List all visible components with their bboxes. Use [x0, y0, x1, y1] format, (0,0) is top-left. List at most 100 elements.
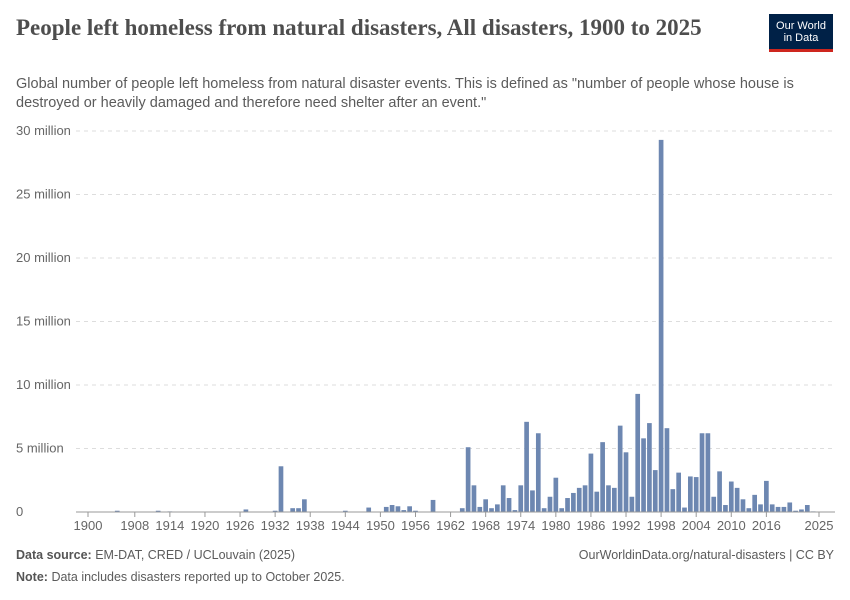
bar-1933[interactable] — [278, 466, 284, 512]
bar-1981[interactable] — [559, 508, 565, 512]
x-tick-label: 1908 — [120, 518, 149, 533]
bar-1998[interactable] — [658, 139, 664, 512]
bar-1966[interactable] — [471, 485, 477, 512]
bar-2019[interactable] — [781, 506, 787, 512]
bar-2001[interactable] — [676, 472, 681, 512]
bar-1973[interactable] — [512, 510, 518, 512]
bar-1932[interactable] — [272, 510, 278, 512]
bar-1953[interactable] — [395, 506, 401, 512]
bar-1985[interactable] — [582, 485, 588, 512]
bar-2020[interactable] — [787, 502, 793, 512]
bar-1964[interactable] — [459, 508, 465, 512]
bar-2022[interactable] — [799, 509, 804, 512]
bar-1992[interactable] — [623, 452, 629, 512]
bar-1975[interactable] — [524, 421, 529, 512]
bar-1905[interactable] — [114, 510, 120, 512]
source-text[interactable]: EM-DAT, CRED / UCLouvain (2025) — [95, 548, 296, 562]
bar-1989[interactable] — [606, 485, 611, 512]
bar-1912[interactable] — [155, 510, 161, 512]
x-tick-label: 2025 — [805, 518, 834, 533]
bar-1995[interactable] — [641, 438, 646, 512]
bar-2000[interactable] — [670, 489, 676, 512]
bar-2008[interactable] — [717, 471, 722, 512]
x-tick-label: 2016 — [752, 518, 781, 533]
bar-1972[interactable] — [506, 498, 512, 512]
footer-url[interactable]: OurWorldinData.org/natural-disasters | C… — [578, 548, 834, 562]
bar-1977[interactable] — [535, 433, 541, 512]
x-tick-label: 1980 — [541, 518, 570, 533]
x-tick-label: 2004 — [682, 518, 711, 533]
bar-1987[interactable] — [594, 491, 600, 512]
y-tick-label: 30 million — [16, 123, 71, 138]
bar-1955[interactable] — [407, 506, 412, 512]
bar-1988[interactable] — [600, 442, 605, 512]
x-tick-label: 1992 — [612, 518, 641, 533]
bar-1976[interactable] — [530, 490, 535, 512]
bar-1965[interactable] — [465, 447, 471, 512]
bar-2011[interactable] — [734, 487, 740, 512]
y-tick-label: 10 million — [16, 377, 71, 392]
bar-2004[interactable] — [693, 477, 699, 512]
bar-1968[interactable] — [483, 499, 489, 512]
x-tick-label: 1998 — [647, 518, 676, 533]
bar-1984[interactable] — [576, 487, 582, 512]
bar-1970[interactable] — [495, 504, 500, 512]
bar-2003[interactable] — [688, 476, 693, 512]
bar-1948[interactable] — [366, 507, 372, 512]
bar-1980[interactable] — [553, 477, 559, 512]
bar-1967[interactable] — [477, 506, 483, 512]
y-tick-label: 0 — [16, 504, 23, 519]
bar-1983[interactable] — [571, 492, 576, 512]
x-tick-label: 1944 — [331, 518, 360, 533]
x-tick-label: 1920 — [190, 518, 219, 533]
bar-1996[interactable] — [647, 423, 652, 512]
bar-2014[interactable] — [752, 494, 758, 512]
x-tick-label: 1986 — [576, 518, 605, 533]
bar-1993[interactable] — [629, 496, 635, 512]
y-tick-label: 5 million — [16, 441, 64, 456]
bar-1991[interactable] — [617, 425, 623, 512]
bar-1935[interactable] — [290, 508, 296, 512]
bar-1956[interactable] — [413, 510, 418, 512]
y-tick-label: 15 million — [16, 314, 71, 329]
bar-chart: 0 5 million 10 million 15 million 20 million… — [16, 123, 835, 533]
bar-2007[interactable] — [711, 496, 717, 512]
bar-1978[interactable] — [541, 508, 547, 512]
bar-1986[interactable] — [588, 453, 594, 512]
bar-1954[interactable] — [401, 510, 407, 512]
bar-2013[interactable] — [746, 508, 752, 512]
chart-subtitle: Global number of people left homeless fr… — [16, 76, 794, 111]
bar-1974[interactable] — [518, 485, 524, 512]
bar-1952[interactable] — [389, 505, 395, 512]
bar-1990[interactable] — [611, 487, 617, 512]
bar-1927[interactable] — [243, 509, 249, 512]
bar-1971[interactable] — [500, 485, 506, 512]
bar-1999[interactable] — [664, 428, 670, 512]
bar-1944[interactable] — [342, 510, 348, 512]
owid-logo[interactable]: Our World in Data — [769, 14, 833, 52]
bar-1951[interactable] — [383, 506, 389, 512]
bar-1969[interactable] — [489, 508, 494, 512]
note-label: Note: — [16, 570, 48, 584]
bar-2017[interactable] — [769, 504, 775, 512]
bar-2005[interactable] — [699, 433, 705, 512]
bar-1936[interactable] — [296, 508, 301, 512]
bar-1937[interactable] — [302, 499, 307, 512]
footnote: Note: Data includes disasters reported u… — [16, 570, 345, 584]
bar-2021[interactable] — [793, 510, 798, 512]
bar-2015[interactable] — [758, 504, 763, 512]
bar-2010[interactable] — [728, 481, 734, 512]
bar-1982[interactable] — [565, 498, 570, 512]
bar-1997[interactable] — [652, 470, 658, 512]
bar-2002[interactable] — [682, 507, 687, 512]
bar-1959[interactable] — [430, 499, 436, 512]
bar-2009[interactable] — [723, 505, 728, 512]
bar-2016[interactable] — [764, 480, 769, 512]
bar-2018[interactable] — [775, 506, 781, 512]
bar-1994[interactable] — [635, 393, 641, 512]
bar-1979[interactable] — [547, 496, 553, 512]
bar-2006[interactable] — [705, 433, 711, 512]
bar-2012[interactable] — [740, 499, 746, 512]
x-tick-label: 1956 — [401, 518, 430, 533]
bar-2023[interactable] — [804, 505, 810, 512]
